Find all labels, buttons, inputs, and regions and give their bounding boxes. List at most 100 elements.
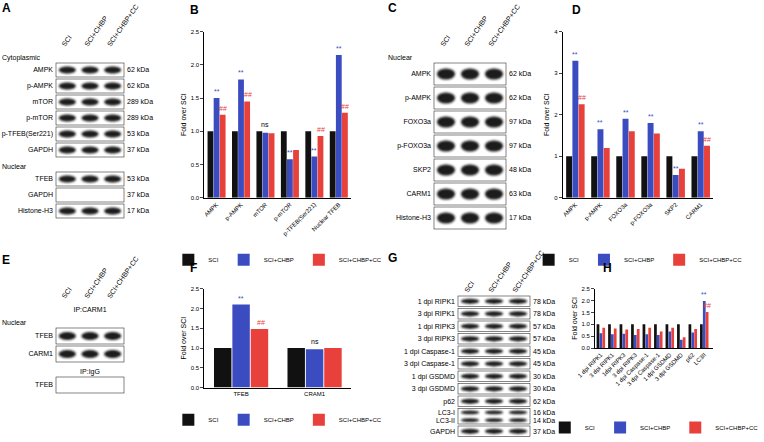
svg-text:LC3-I: LC3-I — [438, 409, 455, 416]
svg-text:**: ** — [238, 295, 244, 302]
svg-text:0.0: 0.0 — [191, 195, 200, 201]
svg-text:1.0: 1.0 — [191, 345, 200, 351]
svg-text:SCI: SCI — [60, 286, 72, 300]
svg-text:p-AMPK: p-AMPK — [583, 202, 603, 222]
svg-text:SCI+CHBP: SCI+CHBP — [83, 266, 109, 299]
svg-text:SKP2: SKP2 — [413, 166, 431, 173]
svg-text:0.0: 0.0 — [191, 385, 200, 391]
svg-text:45 kDa: 45 kDa — [533, 360, 555, 367]
svg-text:AMPK: AMPK — [203, 202, 219, 218]
svg-text:AMPK: AMPK — [411, 70, 431, 77]
svg-text:SCI: SCI — [208, 257, 218, 263]
svg-text:F: F — [190, 261, 197, 275]
svg-text:Fold over SCI: Fold over SCI — [180, 317, 187, 360]
svg-text:**: ** — [623, 109, 629, 116]
svg-text:CRAM1: CRAM1 — [304, 391, 326, 397]
svg-text:14 kDa: 14 kDa — [533, 417, 555, 424]
svg-text:1 dpi Caspase-1: 1 dpi Caspase-1 — [614, 351, 650, 387]
svg-text:mTOR: mTOR — [252, 201, 269, 218]
svg-text:1.5: 1.5 — [582, 310, 591, 316]
svg-text:E: E — [2, 253, 10, 267]
svg-text:SCI+CHBP+CC: SCI+CHBP+CC — [339, 417, 382, 423]
svg-text:2.5: 2.5 — [191, 286, 200, 292]
svg-text:SCI: SCI — [208, 417, 218, 423]
svg-text:53 kDa: 53 kDa — [127, 175, 149, 182]
svg-text:3: 3 — [554, 70, 558, 76]
svg-text:##: ## — [244, 91, 252, 98]
svg-text:SCI+CHBP+CC: SCI+CHBP+CC — [715, 425, 758, 431]
svg-text:Fold over SCI: Fold over SCI — [180, 93, 187, 136]
svg-text:0.5: 0.5 — [582, 333, 591, 339]
svg-text:57 kDa: 57 kDa — [533, 323, 555, 330]
svg-text:**: ** — [673, 165, 679, 172]
svg-text:CARM1: CARM1 — [28, 350, 53, 357]
svg-text:3 dpi RIPK1: 3 dpi RIPK1 — [418, 310, 455, 318]
svg-text:1 dpi RIPK1: 1 dpi RIPK1 — [418, 298, 455, 306]
svg-text:0: 0 — [554, 195, 558, 201]
svg-text:Fold over SCI: Fold over SCI — [571, 297, 578, 340]
svg-text:p62: p62 — [684, 351, 696, 363]
svg-text:SCI+CHBP: SCI+CHBP — [463, 14, 489, 47]
svg-text:p-FOXO3a: p-FOXO3a — [397, 142, 431, 150]
svg-text:##: ## — [703, 302, 711, 309]
svg-text:AMPK: AMPK — [33, 66, 53, 73]
svg-text:Nuclear: Nuclear — [2, 163, 27, 170]
svg-text:##: ## — [578, 94, 586, 101]
svg-text:GAPDH: GAPDH — [28, 191, 53, 198]
svg-text:CARM1: CARM1 — [406, 190, 431, 197]
svg-text:3 dpi GSDMD: 3 dpi GSDMD — [654, 351, 685, 382]
svg-text:p-AMPK: p-AMPK — [224, 202, 244, 222]
svg-text:37 kDa: 37 kDa — [127, 146, 149, 153]
svg-text:1 dpi GSDMD: 1 dpi GSDMD — [642, 351, 673, 382]
svg-text:IP:CARM1: IP:CARM1 — [73, 306, 106, 313]
svg-text:p-TFEB(Ser221): p-TFEB(Ser221) — [282, 202, 317, 237]
svg-text:37 kDa: 37 kDa — [127, 191, 149, 198]
svg-text:1.5: 1.5 — [191, 325, 200, 331]
svg-text:ns: ns — [311, 338, 319, 345]
svg-text:3 dpi Caspase-1: 3 dpi Caspase-1 — [626, 351, 662, 387]
svg-text:IP:IgG: IP:IgG — [80, 368, 100, 376]
svg-text:H: H — [603, 261, 612, 275]
svg-text:62 kDa: 62 kDa — [509, 94, 531, 101]
svg-text:##: ## — [219, 105, 227, 112]
svg-text:**: ** — [287, 149, 293, 156]
svg-text:TFEB: TFEB — [233, 391, 248, 397]
svg-text:3 dpi RIPK3: 3 dpi RIPK3 — [611, 351, 638, 378]
svg-text:3 dpi RIPK3: 3 dpi RIPK3 — [418, 335, 455, 343]
svg-text:48 kDa: 48 kDa — [509, 166, 531, 173]
svg-text:Nuclear: Nuclear — [2, 319, 27, 326]
svg-text:1dpi RIPK3: 1dpi RIPK3 — [601, 351, 627, 377]
svg-text:62 kDa: 62 kDa — [509, 70, 531, 77]
svg-text:Fold over SCI: Fold over SCI — [543, 93, 550, 136]
svg-text:**: ** — [238, 69, 244, 76]
svg-text:p-mTOR: p-mTOR — [272, 201, 293, 222]
svg-text:p-mTOR: p-mTOR — [26, 114, 53, 122]
svg-text:##: ## — [257, 319, 265, 326]
svg-text:63 kDa: 63 kDa — [509, 190, 531, 197]
svg-text:97 kDa: 97 kDa — [509, 118, 531, 125]
svg-text:0.0: 0.0 — [582, 345, 591, 351]
svg-text:SCI: SCI — [439, 34, 451, 48]
svg-text:SCI: SCI — [585, 425, 595, 431]
svg-text:TFEB: TFEB — [35, 332, 53, 339]
svg-text:Nuclear TFEB: Nuclear TFEB — [311, 202, 342, 233]
svg-text:SCI+CHBP: SCI+CHBP — [640, 425, 670, 431]
svg-text:SCI+CHBP: SCI+CHBP — [624, 257, 654, 263]
svg-text:**: ** — [701, 291, 707, 298]
svg-text:45 kDa: 45 kDa — [533, 348, 555, 355]
svg-text:SCI: SCI — [60, 34, 72, 48]
svg-text:1 dpi RIPK1: 1 dpi RIPK1 — [577, 351, 604, 378]
svg-text:78 kDa: 78 kDa — [533, 298, 555, 305]
svg-text:SCI+CHBP+CC: SCI+CHBP+CC — [106, 255, 140, 299]
svg-text:2.0: 2.0 — [191, 62, 200, 68]
svg-text:17 kDa: 17 kDa — [509, 214, 531, 221]
svg-text:16 kDa: 16 kDa — [533, 409, 555, 416]
svg-text:##: ## — [341, 103, 349, 110]
svg-text:3 dpi GSDMD: 3 dpi GSDMD — [412, 385, 455, 393]
svg-text:57 kDa: 57 kDa — [533, 335, 555, 342]
svg-text:FOXO3a: FOXO3a — [403, 118, 431, 125]
svg-text:SCI+CHBP: SCI+CHBP — [83, 14, 109, 47]
svg-text:**: ** — [648, 113, 654, 120]
svg-text:78 kDa: 78 kDa — [533, 310, 555, 317]
svg-text:0.5: 0.5 — [191, 162, 200, 168]
